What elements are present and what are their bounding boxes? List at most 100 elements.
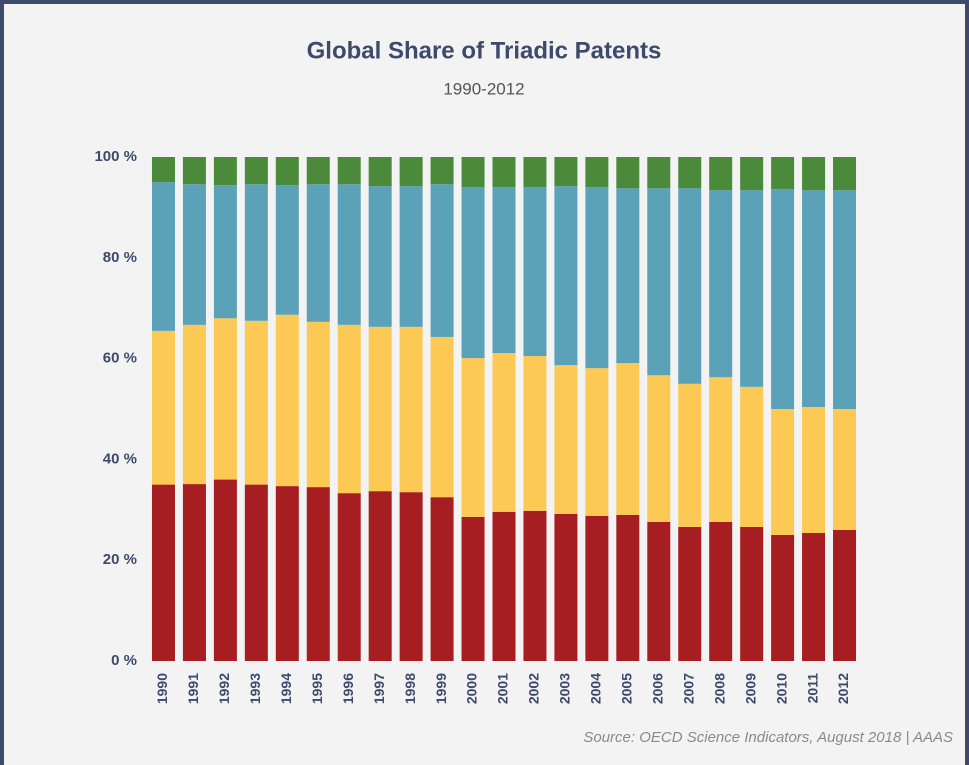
- x-tick-label: 2001: [495, 673, 511, 704]
- bar-segment: [771, 535, 795, 661]
- bar-segment: [802, 190, 826, 407]
- x-tick-label: 1998: [402, 673, 418, 704]
- x-tick-label: 1995: [309, 673, 325, 704]
- bar-segment: [213, 318, 237, 480]
- bar-segment: [368, 186, 392, 327]
- bar-segment: [616, 514, 640, 661]
- y-tick-label: 40 %: [103, 450, 137, 467]
- bar-segment: [647, 521, 671, 661]
- bar-segment: [492, 511, 516, 661]
- bar-segment: [337, 324, 361, 494]
- bar-segment: [616, 157, 640, 189]
- bar-segment: [213, 185, 237, 319]
- bar-segment: [492, 353, 516, 512]
- bar-segment: [430, 497, 454, 661]
- bar-segment: [275, 157, 299, 186]
- bar-segment: [833, 157, 857, 191]
- bar-segment: [802, 406, 826, 533]
- chart-title: Global Share of Triadic Patents: [307, 37, 662, 64]
- bar-segment: [461, 187, 485, 359]
- bar-segment: [399, 326, 423, 493]
- bar-segment: [399, 492, 423, 661]
- bar-segment: [337, 157, 361, 185]
- x-tick-label: 1996: [340, 673, 356, 704]
- y-tick-label: 0 %: [111, 652, 137, 669]
- bar-segment: [368, 326, 392, 492]
- bar-segment: [306, 487, 330, 661]
- bar-segment: [585, 157, 609, 188]
- bar-segment: [337, 493, 361, 661]
- bar-segment: [740, 526, 764, 661]
- bar-segment: [647, 375, 671, 522]
- bar-segment: [182, 324, 206, 485]
- x-tick-label: 1999: [433, 673, 449, 704]
- x-tick-label: 2007: [680, 673, 696, 704]
- bar-segment: [554, 157, 578, 187]
- bar-segment: [709, 190, 733, 378]
- bar-segment: [554, 513, 578, 661]
- bar-segment: [306, 184, 330, 322]
- x-tick-label: 2011: [804, 673, 820, 704]
- y-tick-label: 80 %: [103, 249, 137, 266]
- y-tick-label: 60 %: [103, 350, 137, 367]
- bar-segment: [678, 157, 702, 189]
- bar-segment: [833, 409, 857, 530]
- bar-segment: [802, 532, 826, 661]
- bar-segment: [771, 189, 795, 409]
- bar-segment: [709, 157, 733, 191]
- bar-segment: [771, 157, 795, 190]
- bar-segment: [430, 184, 454, 337]
- source-note: Source: OECD Science Indicators, August …: [583, 729, 953, 746]
- x-tick-label: 2000: [464, 673, 480, 704]
- bar-segment: [182, 184, 206, 325]
- bar-segment: [585, 515, 609, 661]
- bar-segment: [151, 182, 175, 331]
- bar-segment: [275, 314, 299, 487]
- x-tick-label: 2003: [557, 673, 573, 704]
- chart-subtitle: 1990-2012: [443, 79, 524, 98]
- x-tick-label: 2010: [773, 673, 789, 704]
- bar-segment: [399, 157, 423, 187]
- bar-segment: [554, 186, 578, 366]
- x-tick-label: 2006: [649, 673, 665, 704]
- x-tick-label: 2012: [835, 673, 851, 704]
- bar-segment: [833, 529, 857, 661]
- x-tick-label: 1997: [371, 673, 387, 704]
- x-tick-label: 2005: [619, 673, 635, 704]
- bar-segment: [151, 330, 175, 485]
- bar-segment: [244, 320, 268, 485]
- bar-segment: [740, 190, 764, 387]
- x-tick-label: 1990: [154, 673, 170, 704]
- y-tick-label: 100 %: [94, 148, 137, 165]
- bar-segment: [275, 486, 299, 661]
- x-tick-label: 1992: [216, 673, 232, 704]
- bar-segment: [306, 321, 330, 488]
- bar-segment: [461, 358, 485, 517]
- bar-segment: [461, 516, 485, 661]
- bar-segment: [213, 157, 237, 186]
- y-tick-label: 20 %: [103, 551, 137, 568]
- bar-segment: [523, 187, 547, 357]
- x-tick-label: 1994: [278, 673, 294, 704]
- bar-segment: [585, 368, 609, 516]
- bar-segment: [244, 184, 268, 321]
- bar-segment: [151, 484, 175, 661]
- bar-segment: [523, 510, 547, 661]
- bar-segment: [523, 157, 547, 188]
- bar-segment: [740, 386, 764, 527]
- bar-segment: [709, 521, 733, 661]
- bar-segment: [492, 187, 516, 354]
- bar-segment: [740, 157, 764, 191]
- bar-segment: [461, 157, 485, 188]
- bar-segment: [678, 188, 702, 384]
- bar-segment: [430, 157, 454, 185]
- bar-segment: [647, 157, 671, 189]
- bar-segment: [213, 479, 237, 661]
- bar-segment: [585, 187, 609, 369]
- bar-segment: [182, 157, 206, 185]
- bar-segment: [523, 356, 547, 511]
- bar-segment: [678, 383, 702, 527]
- bar-segment: [399, 186, 423, 327]
